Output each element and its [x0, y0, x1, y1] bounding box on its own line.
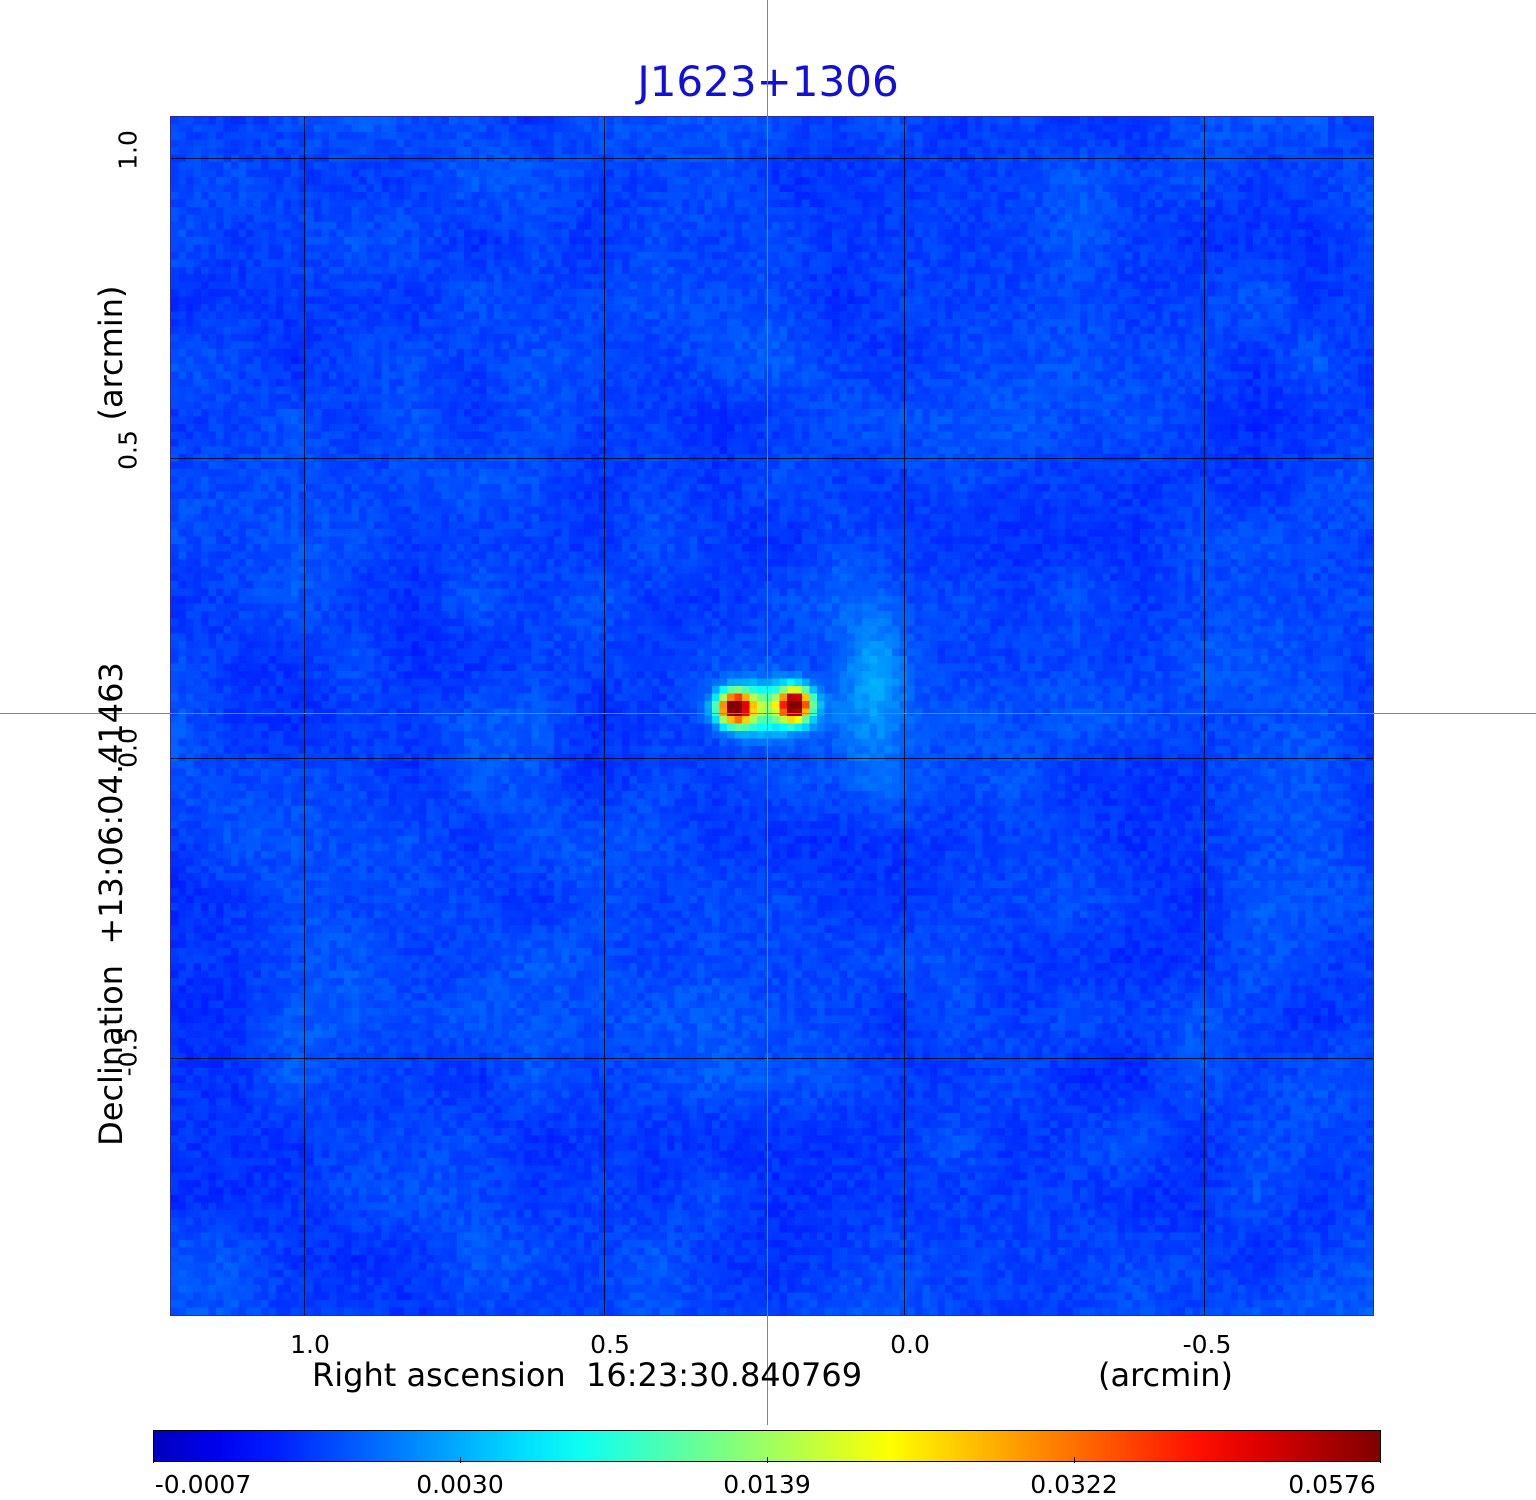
- y-tick-label: 1.0: [113, 130, 143, 170]
- colorbar-tick-mark: [1380, 1457, 1381, 1463]
- grid-line-ra-1.0: [304, 117, 305, 1315]
- colorbar-tick-label: 0.0576: [1288, 1470, 1376, 1499]
- sky-image[interactable]: [170, 116, 1374, 1316]
- grid-line-dec-0.5: [171, 458, 1373, 459]
- colorbar-tick-label: 0.0322: [1030, 1470, 1118, 1499]
- colorbar-tick-mark: [460, 1457, 461, 1463]
- colorbar-tick-label: 0.0030: [416, 1470, 504, 1499]
- colorbar-tick-mark: [153, 1457, 154, 1463]
- crosshair-vertical: [767, 0, 768, 1425]
- colorbar-tick-label: 0.0139: [723, 1470, 811, 1499]
- grid-line-ra-0.0: [904, 117, 905, 1315]
- colorbar-tick-mark: [767, 1457, 768, 1463]
- x-tick-label: -0.5: [1182, 1330, 1232, 1359]
- y-axis-label: Declination +13:06:04.41463: [92, 662, 130, 1146]
- grid-line-dec-0.0: [171, 758, 1373, 759]
- grid-line-ra--0.5: [1204, 117, 1205, 1315]
- x-axis-unit: (arcmin): [1098, 1356, 1233, 1394]
- x-axis-label: Right ascension 16:23:30.840769: [312, 1356, 863, 1394]
- x-tick-label: 1.0: [290, 1330, 330, 1359]
- colorbar-tick-mark: [1074, 1457, 1075, 1463]
- grid-line-ra-0.5: [604, 117, 605, 1315]
- image-title: J1623+1306: [637, 57, 899, 106]
- x-tick-label: 0.5: [590, 1330, 630, 1359]
- y-tick-label: 0.5: [113, 430, 143, 470]
- x-tick-label: 0.0: [890, 1330, 930, 1359]
- grid-line-dec--0.5: [171, 1058, 1373, 1059]
- crosshair-horizontal: [0, 713, 1536, 714]
- y-axis-unit: (arcmin): [92, 285, 130, 421]
- intensity-map: [171, 117, 1373, 1315]
- grid-line-dec-1.0: [171, 158, 1373, 159]
- colorbar-tick-label: -0.0007: [154, 1470, 252, 1499]
